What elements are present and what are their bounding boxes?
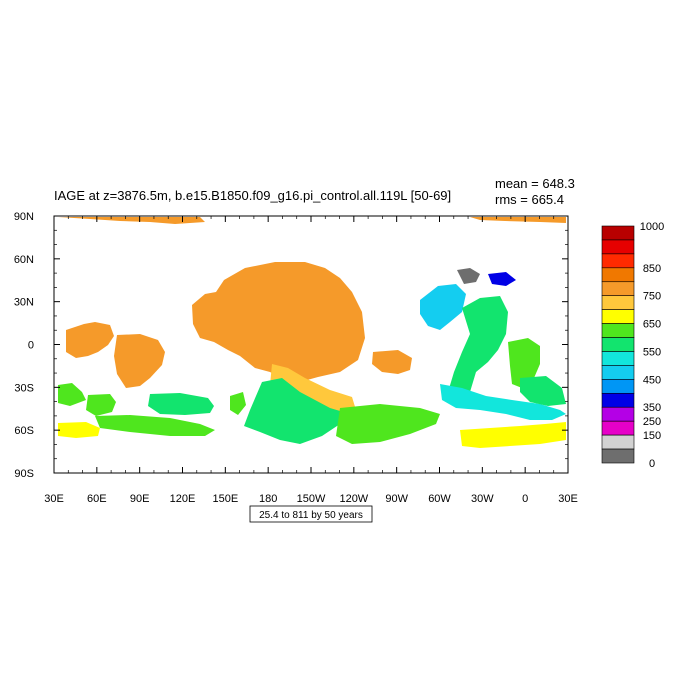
colorbar-swatch — [601, 420, 635, 436]
colorbar-swatch — [601, 239, 635, 255]
x-tick-label: 150W — [297, 493, 326, 505]
x-tick-label: 30E — [558, 493, 578, 505]
contour-info-text: 25.4 to 811 by 50 years — [259, 510, 363, 521]
region-greenland-sea — [457, 268, 480, 284]
colorbar-labels: 1000 850 750 650 550 450 350 250 150 0 — [640, 221, 664, 470]
region-southern-mid — [95, 415, 215, 436]
colorbar-swatch — [601, 281, 635, 297]
region-south-pacific — [270, 364, 356, 415]
colorbar-label: 250 — [643, 416, 661, 428]
x-tick-label: 30E — [44, 493, 64, 505]
region-southern-west — [58, 383, 86, 406]
axis-ticks — [53, 215, 569, 474]
x-tick-label: 60W — [428, 493, 451, 505]
colorbar-swatch — [601, 379, 635, 394]
region-indian-southwest — [520, 376, 566, 406]
y-tick-label: 90N — [14, 211, 34, 223]
y-tick-label: 30N — [14, 297, 34, 309]
y-tick-label: 0 — [28, 340, 34, 352]
colorbar-label: 750 — [643, 291, 661, 303]
colorbar-swatch — [601, 365, 635, 380]
colorbar-label: 450 — [643, 374, 661, 386]
colorbar-swatch — [601, 225, 635, 241]
mean-stat: mean = 648.3 — [495, 176, 575, 191]
region-weddell — [460, 422, 566, 448]
x-tick-label: 60E — [87, 493, 107, 505]
colorbar-label: 1000 — [640, 221, 664, 233]
x-tick-label: 90W — [385, 493, 408, 505]
region-southern-east — [244, 378, 350, 444]
region-kerguelen — [230, 392, 246, 415]
colorbar-label: 850 — [643, 263, 661, 275]
colorbar-swatch — [601, 309, 635, 324]
region-atlantic — [448, 296, 508, 402]
region-southern-sw — [86, 394, 116, 416]
region-southern-central — [148, 393, 214, 415]
region-ross — [58, 422, 100, 438]
colorbar-swatch — [601, 434, 635, 450]
region-indian-mid — [114, 334, 165, 388]
colorbar-swatch — [601, 323, 635, 338]
region-nordic-sea — [488, 272, 516, 286]
region-arctic-b — [470, 217, 566, 223]
colorbar — [601, 225, 635, 464]
x-tick-label: 180 — [259, 493, 277, 505]
colorbar-swatch — [601, 406, 635, 422]
contour-info-box — [249, 505, 373, 523]
x-tick-label: 150E — [212, 493, 238, 505]
y-tick-label: 90S — [14, 468, 34, 480]
region-indian-north — [66, 322, 114, 358]
y-tick-labels: 90N 60N 30N 0 30S 60S 90S — [14, 211, 34, 480]
x-tick-label: 120W — [339, 493, 368, 505]
colorbar-label: 650 — [643, 319, 661, 331]
colorbar-swatch — [601, 295, 635, 310]
colorbar-label: 550 — [643, 346, 661, 358]
colorbar-swatch — [601, 253, 635, 269]
colorbar-swatch — [601, 392, 635, 408]
colorbar-swatch — [601, 448, 635, 464]
colorbar-label: 0 — [649, 458, 655, 470]
colorbar-label: 150 — [643, 430, 661, 442]
plot-title: IAGE at z=3876.5m, b.e15.B1850.f09_g16.p… — [54, 188, 451, 203]
x-tick-label: 0 — [522, 493, 528, 505]
y-tick-label: 30S — [14, 382, 34, 394]
x-tick-label: 90E — [130, 493, 150, 505]
x-tick-label: 30W — [471, 493, 494, 505]
x-tick-label: 120E — [170, 493, 196, 505]
colorbar-swatch — [601, 351, 635, 366]
colorbar-swatch — [601, 267, 635, 283]
y-tick-label: 60N — [14, 254, 34, 266]
y-tick-label: 60S — [14, 425, 34, 437]
x-tick-labels: 30E 60E 90E 120E 150E 180 150W 120W 90W 60W 30W 0 30… — [44, 493, 578, 505]
field-regions — [58, 217, 566, 448]
rms-stat: rms = 665.4 — [495, 192, 564, 207]
region-north-atlantic — [420, 284, 466, 330]
region-east-pacific — [372, 350, 412, 374]
region-atlantic-east — [508, 338, 540, 388]
colorbar-label: 350 — [643, 402, 661, 414]
region-southern-far-east — [336, 404, 440, 444]
colorbar-swatch — [601, 337, 635, 352]
region-south-atlantic — [440, 384, 566, 420]
region-pacific — [192, 262, 365, 382]
